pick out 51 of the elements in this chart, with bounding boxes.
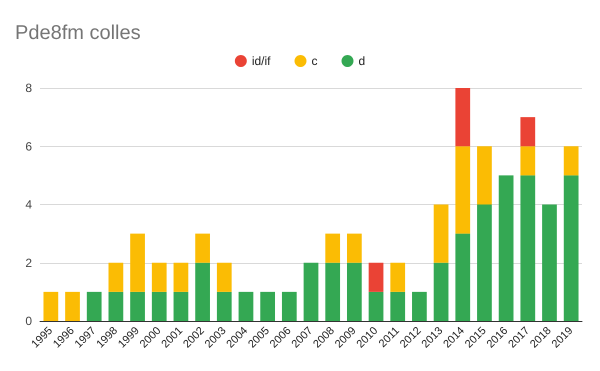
bar xyxy=(325,262,340,321)
bar xyxy=(368,292,384,321)
bar xyxy=(130,292,145,321)
bar xyxy=(346,262,362,321)
bar xyxy=(152,262,167,292)
bar xyxy=(216,292,232,321)
y-tick-label: 2 xyxy=(25,256,32,270)
y-tick-label: 0 xyxy=(25,314,32,328)
bar xyxy=(455,146,470,234)
bar xyxy=(542,204,557,321)
y-tick-label: 4 xyxy=(25,198,32,212)
bar xyxy=(412,292,427,321)
legend-label: c xyxy=(312,54,318,68)
bar xyxy=(195,262,210,321)
bar xyxy=(260,292,276,321)
bar xyxy=(520,146,536,176)
bar xyxy=(390,292,406,321)
bar xyxy=(174,292,188,321)
bar xyxy=(174,262,188,292)
bar xyxy=(520,117,536,146)
bar xyxy=(346,234,362,263)
bar xyxy=(455,88,470,146)
bar xyxy=(86,292,102,321)
bar xyxy=(216,262,232,292)
bar xyxy=(130,234,145,292)
bar xyxy=(390,262,406,292)
bar xyxy=(434,262,448,321)
bar xyxy=(108,292,124,321)
y-tick-label: 8 xyxy=(25,81,32,95)
bar xyxy=(520,175,536,321)
y-tick-label: 6 xyxy=(25,139,32,154)
bar xyxy=(434,204,448,263)
bar xyxy=(477,204,492,321)
bar xyxy=(65,292,80,321)
chart-title: Pde8fm colles xyxy=(15,22,141,44)
bar xyxy=(564,146,579,176)
bar xyxy=(43,292,58,321)
bar xyxy=(455,234,470,321)
bar xyxy=(304,262,318,321)
bar xyxy=(498,175,514,321)
bar xyxy=(238,292,254,321)
legend-label: d xyxy=(358,54,366,68)
bar xyxy=(195,234,210,263)
bar xyxy=(564,175,579,321)
bar xyxy=(152,292,167,321)
bar xyxy=(477,146,492,204)
bar xyxy=(282,292,297,321)
bar xyxy=(368,262,384,292)
bar xyxy=(108,262,124,292)
bar xyxy=(325,234,340,263)
legend-label: id/if xyxy=(252,54,272,68)
